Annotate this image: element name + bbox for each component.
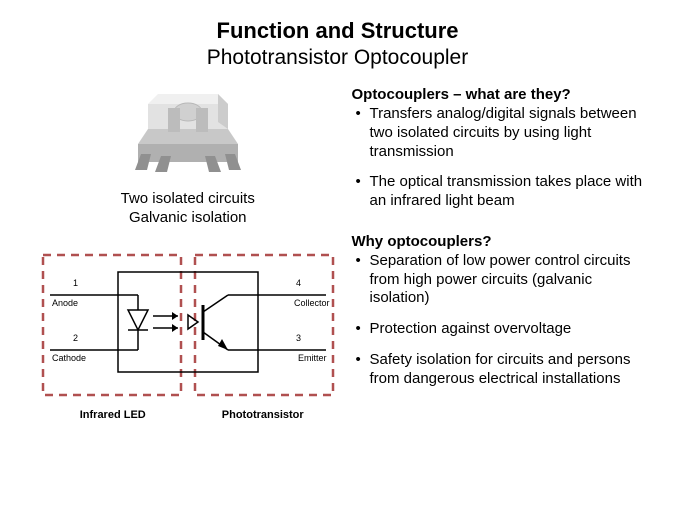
list-item: Protection against overvoltage (351, 320, 647, 339)
list-item: Separation of low power control circuits… (351, 252, 647, 308)
isolation-box-right (195, 255, 333, 395)
pin3-no: 3 (296, 333, 301, 343)
list-item: Safety isolation for circuits and person… (351, 351, 647, 389)
caption-line1: Two isolated circuits (121, 190, 255, 207)
pin1-name: Anode (52, 298, 78, 308)
section2-head: Why optocouplers? (351, 233, 647, 250)
schematic-svg: 1 Anode 2 Cathode (38, 250, 338, 400)
caption-line2: Galvanic isolation (129, 209, 247, 226)
section2-block: Why optocouplers? Separation of low powe… (351, 233, 647, 389)
led-side: 1 Anode 2 Cathode (50, 278, 178, 363)
component-photo (113, 84, 263, 184)
left-column: Two isolated circuits Galvanic isolation… (28, 84, 347, 421)
content-row: Two isolated circuits Galvanic isolation… (28, 84, 647, 421)
pin3-name: Emitter (298, 353, 327, 363)
title-sub: Phototransistor Optocoupler (28, 46, 647, 70)
list-item: Transfers analog/digital signals between… (351, 105, 647, 161)
optocoupler-3d-icon (113, 84, 263, 184)
right-column: Optocouplers – what are they? Transfers … (347, 84, 647, 421)
list-item: The optical transmission takes place wit… (351, 173, 647, 211)
transistor-side: 4 Collector 3 Emitter (188, 278, 330, 363)
isolation-box-left (43, 255, 181, 395)
pin4-name: Collector (294, 298, 330, 308)
pin4-no: 4 (296, 278, 301, 288)
pin1-no: 1 (73, 278, 78, 288)
pin2-no: 2 (73, 333, 78, 343)
section1-list: Transfers analog/digital signals between… (351, 105, 647, 211)
schematic-block: 1 Anode 2 Cathode (38, 250, 338, 421)
pin2-name: Cathode (52, 353, 86, 363)
section2-list: Separation of low power control circuits… (351, 252, 647, 389)
photo-caption: Two isolated circuits Galvanic isolation (121, 190, 255, 228)
title-main: Function and Structure (28, 18, 647, 44)
diagram-label-right: Phototransistor (188, 409, 338, 421)
title-block: Function and Structure Phototransistor O… (28, 18, 647, 70)
diagram-labels: Infrared LED Phototransistor (38, 409, 338, 421)
section1-head: Optocouplers – what are they? (351, 86, 647, 103)
slide-root: Function and Structure Phototransistor O… (0, 0, 675, 506)
diagram-label-left: Infrared LED (38, 409, 188, 421)
